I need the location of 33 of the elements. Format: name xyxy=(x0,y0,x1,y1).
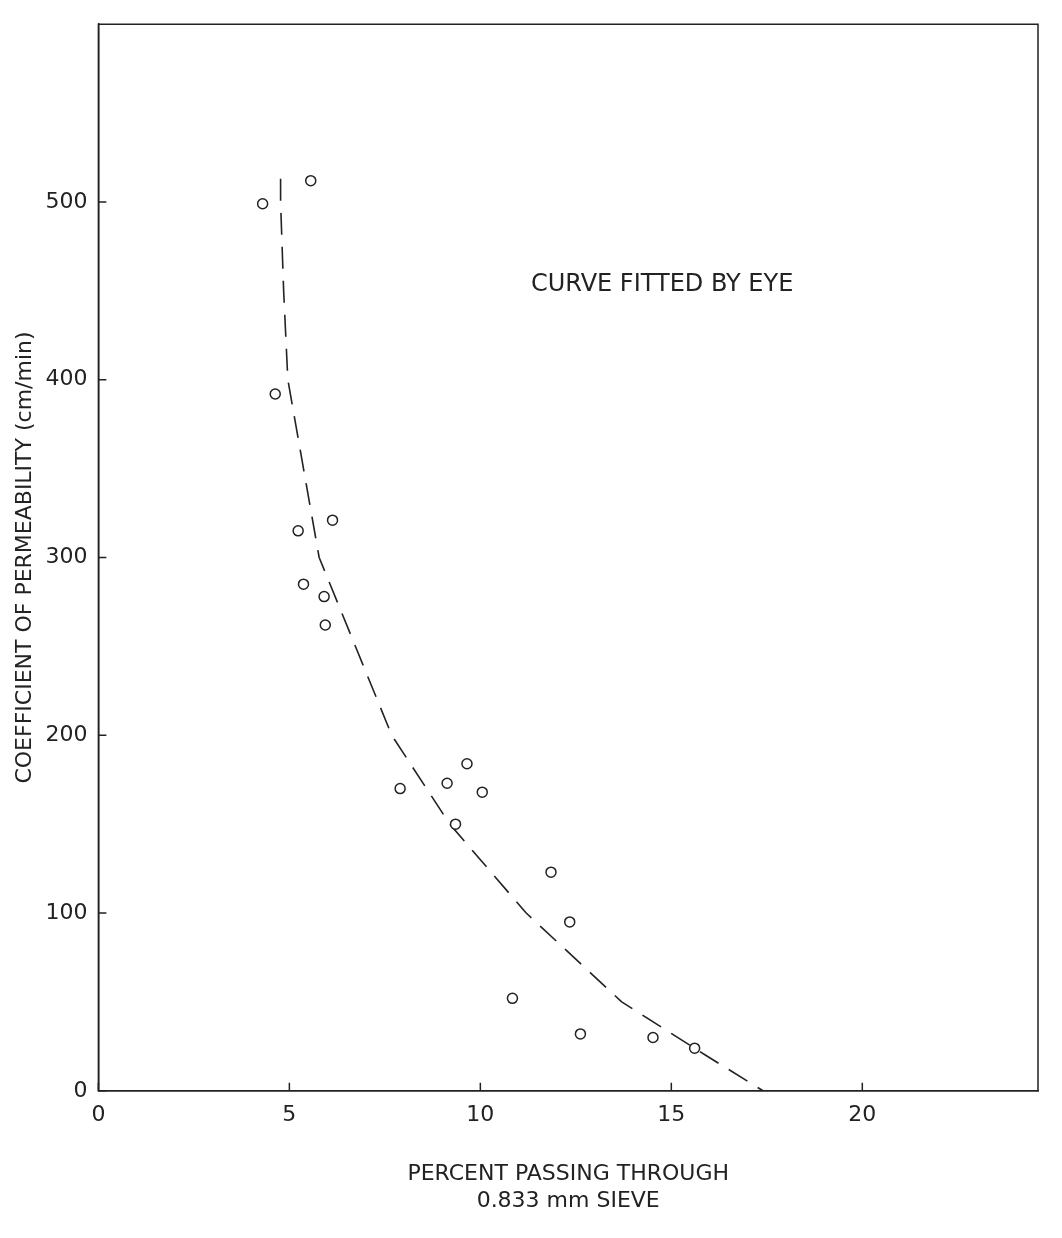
point xyxy=(292,525,304,537)
point xyxy=(394,782,406,795)
point xyxy=(305,174,317,187)
point xyxy=(545,866,557,878)
point xyxy=(688,1042,701,1054)
point xyxy=(574,1028,587,1040)
point xyxy=(563,916,576,928)
point xyxy=(506,992,519,1005)
y-tick-label: 500 xyxy=(45,187,88,213)
point xyxy=(319,619,332,631)
point xyxy=(318,590,330,603)
point xyxy=(297,578,310,590)
x-axis-title: PERCENT PASSING THROUGH 0.833 mm SIEVE xyxy=(407,1160,730,1212)
y-tick-label: 300 xyxy=(45,543,88,569)
y-tick-label: 100 xyxy=(45,898,88,924)
x-tick-label: 20 xyxy=(848,1100,877,1126)
point xyxy=(461,757,473,770)
point xyxy=(256,197,269,210)
point xyxy=(476,786,489,798)
point xyxy=(647,1031,659,1044)
y-tick-label: 400 xyxy=(45,365,88,391)
x-tick-label: 0 xyxy=(91,1100,106,1126)
y-axis-title: COEFFICIENT OF PERMEABILITY (cm/min) xyxy=(10,331,36,784)
point xyxy=(269,388,281,400)
annotation: CURVE FITTED BY EYE xyxy=(530,268,794,297)
y-tick-label: 200 xyxy=(45,720,88,746)
x-tick-label: 10 xyxy=(466,1100,495,1126)
y-tick-label: 0 xyxy=(73,1076,88,1102)
x-tick-label: 15 xyxy=(657,1100,686,1126)
x-tick-label: 5 xyxy=(282,1100,297,1126)
point xyxy=(449,818,462,830)
point xyxy=(441,777,453,790)
point xyxy=(326,514,339,526)
